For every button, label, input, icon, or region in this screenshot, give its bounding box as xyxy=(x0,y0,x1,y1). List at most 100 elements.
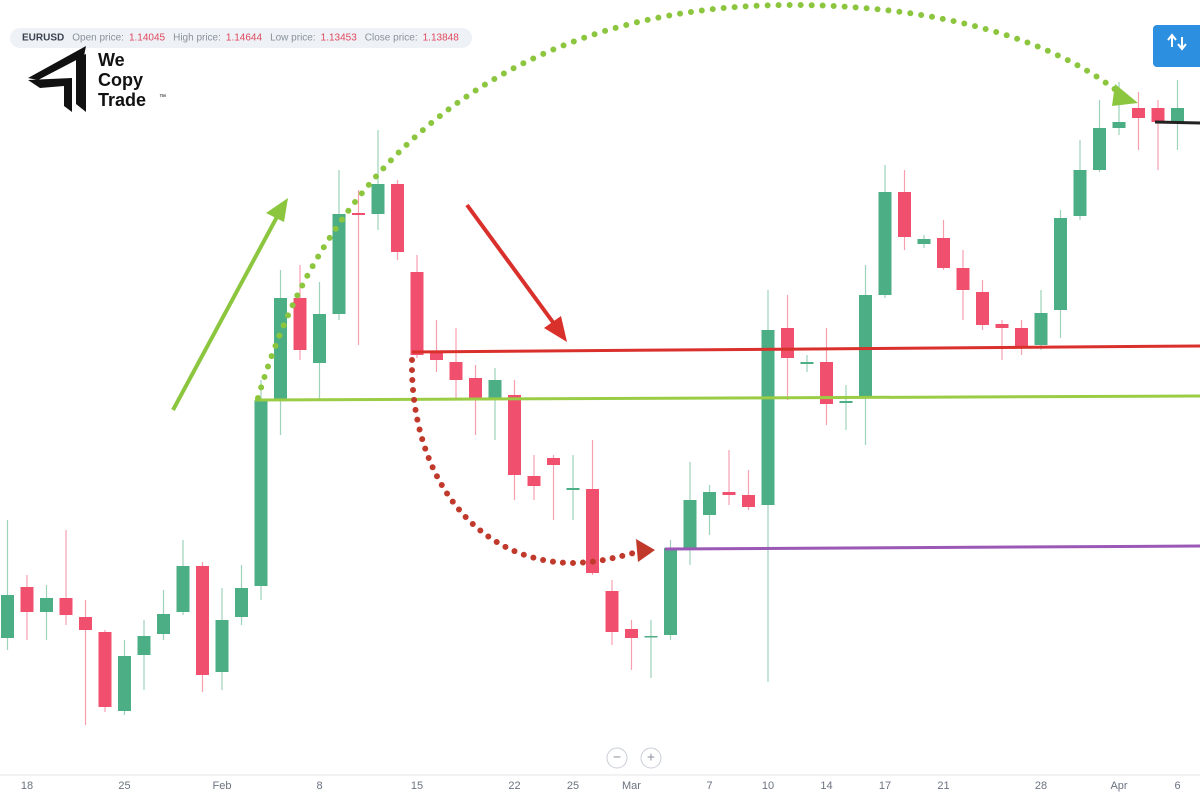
candle-body xyxy=(196,566,209,675)
candle-body xyxy=(878,192,892,295)
price-label: Close price: xyxy=(365,33,418,44)
logo-text: We xyxy=(98,50,125,70)
candle-body xyxy=(157,614,170,634)
candle-body xyxy=(1132,108,1145,118)
candle-body xyxy=(449,362,463,380)
candle-body xyxy=(547,458,560,465)
candle-body xyxy=(98,632,112,707)
logo-trademark: ™ xyxy=(159,94,166,101)
candle-body xyxy=(254,400,268,586)
zoom-controls: − + xyxy=(606,747,662,769)
candle-body xyxy=(703,492,716,515)
candle-body xyxy=(20,587,34,612)
candle-body xyxy=(469,378,482,398)
button[interactable] xyxy=(1153,25,1200,67)
x-tick-label: 28 xyxy=(1035,780,1047,792)
candle-body xyxy=(839,401,853,403)
x-tick-label: 7 xyxy=(706,780,712,792)
trade-button[interactable] xyxy=(1153,25,1200,67)
x-tick-label: Feb xyxy=(213,780,232,792)
price-value: 1.13453 xyxy=(321,33,358,44)
candle-body xyxy=(176,566,190,612)
candle-body xyxy=(1093,128,1106,170)
x-axis: 18 25 Feb 8 15 22 25 Mar 7 10 14 17 21 28 Apr 6 xyxy=(21,780,1181,792)
candle-body xyxy=(995,324,1009,328)
candle-body xyxy=(859,295,872,398)
candle-body xyxy=(820,362,833,404)
x-tick-label: 14 xyxy=(820,780,832,792)
support-line xyxy=(254,394,1200,402)
price-value: 1.13848 xyxy=(423,33,460,44)
candle-body xyxy=(664,548,677,635)
logo-icon xyxy=(28,46,86,80)
candle-body xyxy=(59,598,73,615)
trend-arrow xyxy=(171,214,280,411)
candle-body xyxy=(313,314,326,363)
candle-body xyxy=(215,620,229,672)
logo-text: Copy xyxy=(98,70,143,90)
candle-body xyxy=(391,184,404,252)
arrow-head xyxy=(544,316,567,342)
candle-body xyxy=(371,184,385,214)
candle-body xyxy=(352,213,365,215)
candle-body xyxy=(956,268,970,290)
candle-body xyxy=(1112,122,1126,128)
candle-body xyxy=(644,636,658,638)
candle-body xyxy=(79,617,92,630)
candle-body xyxy=(293,298,307,350)
price-label: Open price: xyxy=(72,33,124,44)
candle-body xyxy=(781,328,794,358)
candle-body xyxy=(1171,108,1184,122)
x-tick-label: 18 xyxy=(21,780,33,792)
price-label: High price: xyxy=(173,33,221,44)
annotations xyxy=(171,1,1200,567)
candle-body xyxy=(235,588,248,617)
button-icon xyxy=(1167,33,1187,51)
candle-body xyxy=(118,656,131,711)
price-label: Low price: xyxy=(270,33,316,44)
candle-body xyxy=(1151,108,1165,122)
candle-body xyxy=(625,629,638,638)
info-pill xyxy=(10,28,472,48)
x-tick-label: 8 xyxy=(316,780,322,792)
candle-body xyxy=(274,298,287,400)
candle-body xyxy=(898,192,911,237)
logo: We Copy Trade ™ xyxy=(28,46,166,112)
candle-body xyxy=(937,238,950,268)
logo-icon xyxy=(28,78,72,112)
candle-body xyxy=(683,500,697,548)
zoom-out-icon[interactable]: − xyxy=(613,749,621,765)
candle-body xyxy=(1034,313,1048,345)
x-tick-label: Mar xyxy=(622,780,641,792)
candle-body xyxy=(566,488,580,490)
x-tick-label: 25 xyxy=(567,780,579,792)
candle-body xyxy=(722,492,736,495)
candle-body xyxy=(917,239,931,244)
candle-body xyxy=(800,362,814,364)
zoom-out-button[interactable] xyxy=(606,747,628,769)
candle-body xyxy=(1073,170,1087,216)
x-tick-label: Apr xyxy=(1110,780,1127,792)
candle-body xyxy=(410,272,424,355)
dotted-arc xyxy=(408,357,641,567)
candle-body xyxy=(742,495,755,507)
candles xyxy=(1,80,1184,725)
resistance-line xyxy=(411,344,1200,354)
zoom-in-icon[interactable]: + xyxy=(647,749,655,765)
zoom-in-button[interactable] xyxy=(640,747,662,769)
candle-body xyxy=(1015,328,1028,348)
candle-body xyxy=(40,598,53,612)
candle-body xyxy=(508,395,521,475)
candle-body xyxy=(332,214,346,314)
x-tick-label: 10 xyxy=(762,780,774,792)
candle-body xyxy=(761,330,775,505)
candle-body xyxy=(488,380,502,398)
symbol: EURUSD xyxy=(22,33,64,44)
x-tick-label: 22 xyxy=(508,780,520,792)
trend-arrow xyxy=(465,203,557,327)
price-value: 1.14045 xyxy=(129,33,166,44)
candle-body xyxy=(1054,218,1067,310)
candle-body xyxy=(1,595,14,638)
